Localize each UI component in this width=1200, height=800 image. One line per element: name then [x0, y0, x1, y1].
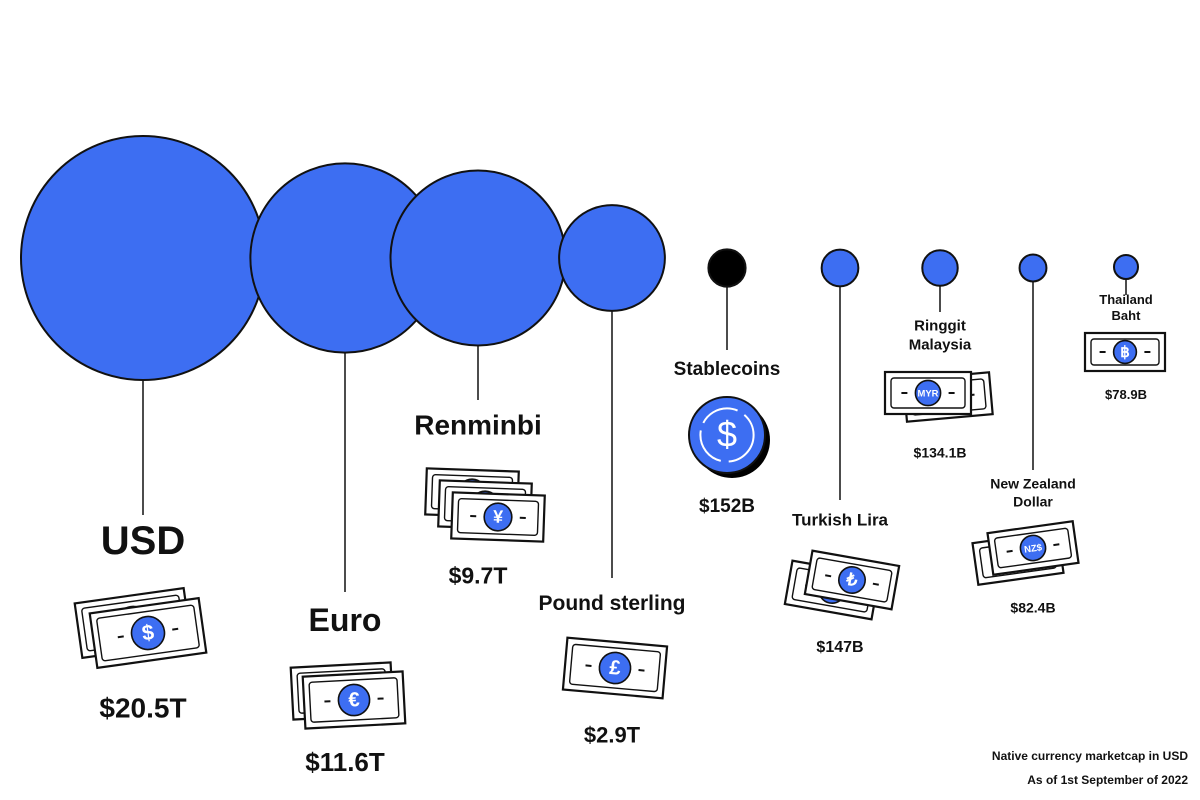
bubble	[707, 248, 747, 288]
currency-symbol: $	[717, 414, 737, 455]
currency-symbol: £	[608, 657, 622, 680]
bill-emblem	[130, 615, 166, 651]
bill-inner	[993, 527, 1073, 569]
currency-name: Stablecoins	[673, 359, 781, 381]
currency-symbol: ₺	[844, 569, 859, 591]
currency-name: New Zealand Dollar	[990, 475, 1076, 510]
value-label: $134.1B	[913, 444, 967, 461]
bill-dash	[872, 582, 879, 586]
bill-inner	[890, 377, 966, 409]
bill-dash	[825, 574, 832, 578]
bill-dash	[1006, 549, 1013, 553]
value-label: $152B	[699, 496, 755, 518]
bill-emblem	[598, 651, 632, 685]
bill: $	[88, 596, 208, 670]
currency-symbol: ฿	[1120, 345, 1129, 361]
currency-name: Turkish Lira	[791, 510, 889, 530]
note: As of 1st September of 2022	[1027, 773, 1188, 787]
value-label: $9.7T	[448, 562, 508, 589]
bill-emblem	[1112, 339, 1138, 365]
value-label: $78.9B	[1105, 386, 1147, 402]
bill-inner	[1090, 338, 1160, 366]
currency-symbol: NZ$	[1024, 542, 1044, 555]
currency-name: Euro	[308, 602, 382, 638]
bubble	[921, 249, 959, 287]
bill-inner	[96, 604, 200, 662]
currency-symbol: €	[348, 689, 360, 712]
bill: £	[561, 636, 669, 700]
bill: ฿	[1083, 331, 1167, 373]
bubble	[20, 135, 266, 381]
bubble	[820, 248, 860, 288]
bill-dash	[1053, 543, 1060, 547]
currency-symbol: $	[140, 620, 155, 645]
bill-dash	[117, 635, 124, 639]
bill-emblem	[914, 379, 942, 407]
bill: ₺	[803, 549, 901, 611]
value-label: $147B	[816, 639, 864, 656]
bubble	[1113, 254, 1139, 280]
bill: ¥	[450, 491, 546, 543]
bill-dash	[638, 669, 645, 672]
currency-name: Ringgit Malaysia	[908, 317, 972, 353]
bill: MYR	[883, 370, 973, 416]
bill-emblem	[337, 683, 371, 717]
currency-name: Thailand Baht	[1099, 291, 1153, 323]
bill-emblem	[838, 566, 866, 594]
bill-inner	[568, 643, 662, 693]
currency-symbol: MYR	[918, 389, 939, 400]
bubble	[1018, 253, 1048, 283]
bill-emblem	[483, 502, 513, 532]
bill-inner	[456, 498, 540, 536]
currency-name: Renminbi	[414, 409, 542, 441]
bill-dash	[172, 627, 179, 631]
bubble	[389, 169, 567, 347]
currency-name: Pound sterling	[538, 591, 686, 615]
coin-ring	[699, 407, 755, 463]
value-label: $20.5T	[99, 692, 187, 724]
bill: €	[301, 670, 407, 730]
value-label: $2.9T	[583, 722, 641, 748]
bubble	[558, 204, 666, 312]
bill-dash	[585, 664, 592, 667]
bill-inner	[308, 677, 400, 723]
value-label: $11.6T	[305, 746, 385, 777]
bill-body	[883, 370, 973, 416]
currency-symbol: ¥	[493, 507, 504, 527]
bill: NZ$	[986, 519, 1080, 577]
currency-name: USD	[100, 519, 186, 563]
value-label: $82.4B	[1010, 599, 1056, 616]
bill-inner	[811, 557, 893, 603]
note: Native currency marketcap in USD	[991, 749, 1188, 763]
bill-emblem	[1019, 534, 1047, 562]
